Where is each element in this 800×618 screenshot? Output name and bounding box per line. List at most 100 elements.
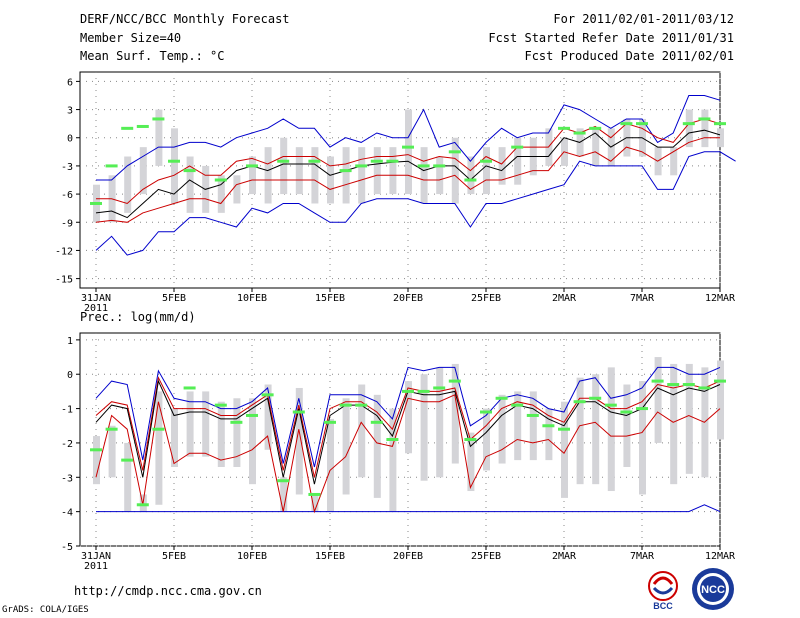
temperature-max-line bbox=[96, 95, 721, 181]
precipitation-y-tick-label: 1 bbox=[67, 336, 73, 347]
bcc-logo: BCC bbox=[648, 571, 678, 611]
precipitation-observed-marker bbox=[292, 410, 305, 414]
precipitation-spread-bar bbox=[171, 408, 178, 467]
precipitation-spread-bar bbox=[295, 387, 303, 495]
temperature-observed-marker bbox=[168, 159, 180, 163]
precipitation-spread-bar bbox=[467, 432, 475, 492]
precipitation-x-tick-label: 2011 bbox=[84, 561, 108, 572]
precipitation-spread-bar bbox=[717, 360, 724, 440]
precipitation-spread-bar bbox=[592, 374, 600, 485]
precipitation-spread-bar bbox=[498, 394, 506, 464]
temperature-x-tick-label: 15FEB bbox=[315, 293, 345, 304]
temperature-x-tick-label: 2MAR bbox=[552, 293, 577, 304]
temperature-observed-marker bbox=[464, 178, 477, 182]
precipitation-min-line bbox=[96, 504, 721, 513]
precipitation-x-tick-label: 7MAR bbox=[630, 551, 655, 562]
temperature-spread-bar bbox=[264, 147, 272, 204]
precipitation-spread-bar bbox=[654, 357, 662, 443]
precipitation-spread-bar bbox=[373, 394, 381, 498]
temperature-observed-marker bbox=[214, 178, 227, 182]
precipitation-spread-bar bbox=[186, 391, 194, 457]
temperature-observed-marker bbox=[511, 145, 524, 149]
temperature-observed-marker bbox=[573, 131, 586, 135]
precipitation-observed-marker bbox=[90, 448, 102, 452]
temperature-min-line bbox=[95, 151, 736, 256]
precipitation-spread-bar bbox=[514, 391, 522, 461]
precipitation-observed-marker bbox=[667, 383, 680, 387]
precipitation-spread-bar bbox=[249, 398, 256, 485]
temperature-y-tick-label: -3 bbox=[61, 162, 73, 173]
precipitation-observed-marker bbox=[714, 379, 726, 383]
precipitation-observed-marker bbox=[230, 420, 243, 424]
temperature-spread-bar bbox=[155, 109, 163, 166]
precipitation-observed-marker bbox=[589, 396, 602, 400]
precipitation-observed-marker bbox=[636, 407, 648, 411]
temperature-y-tick-label: -12 bbox=[55, 246, 73, 257]
precipitation-observed-marker bbox=[433, 386, 446, 390]
precipitation-max-line bbox=[95, 366, 721, 468]
temperature-observed-marker bbox=[355, 164, 368, 168]
precipitation-observed-marker bbox=[620, 410, 633, 414]
precipitation-y-tick-label: -4 bbox=[61, 508, 73, 519]
precipitation-observed-marker bbox=[152, 427, 165, 431]
precipitation-spread-bar bbox=[280, 477, 288, 512]
precipitation-spread-bar bbox=[358, 384, 366, 478]
precipitation-y-tick-label: -5 bbox=[61, 542, 73, 553]
precipitation-observed-marker bbox=[246, 413, 258, 417]
temperature-observed-marker bbox=[558, 126, 570, 130]
temperature-spread-bar bbox=[327, 156, 334, 204]
precipitation-spread-bar bbox=[202, 391, 210, 457]
temperature-observed-marker bbox=[714, 122, 726, 126]
temperature-y-tick-label: 3 bbox=[67, 106, 73, 117]
refer-date-label: Fcst Started Refer Date 2011/01/31 bbox=[488, 31, 734, 45]
temperature-spread-bar bbox=[280, 137, 288, 195]
precipitation-observed-marker bbox=[604, 403, 617, 407]
temperature-y-tick-label: -15 bbox=[55, 275, 73, 286]
temperature-median-line bbox=[95, 129, 721, 219]
temperature-observed-marker bbox=[90, 201, 102, 205]
temperature-observed-marker bbox=[480, 159, 492, 163]
precipitation-spread-bar bbox=[327, 418, 334, 512]
precipitation-observed-marker bbox=[136, 503, 149, 507]
precipitation-x-tick-label: 5FEB bbox=[162, 551, 186, 562]
precipitation-observed-marker bbox=[214, 403, 227, 407]
temperature-x-tick-label: 25FEB bbox=[471, 293, 501, 304]
temperature-spread-bar bbox=[249, 156, 256, 195]
precipitation-observed-marker bbox=[573, 400, 586, 404]
precipitation-observed-marker bbox=[526, 413, 539, 417]
precipitation-observed-marker bbox=[651, 379, 664, 383]
precipitation-spread-bar bbox=[420, 374, 428, 481]
precipitation-observed-marker bbox=[417, 389, 430, 393]
precipitation-observed-marker bbox=[121, 458, 134, 462]
temperature-x-tick-label: 31JAN bbox=[81, 293, 111, 304]
precipitation-observed-marker bbox=[355, 403, 368, 407]
precipitation-observed-marker bbox=[105, 427, 118, 431]
precipitation-spread-bar bbox=[561, 401, 568, 498]
precipitation-y-tick-label: -2 bbox=[61, 439, 73, 450]
precipitation-observed-marker bbox=[480, 410, 492, 414]
temperature-spread-bar bbox=[171, 128, 178, 204]
temperature-observed-marker bbox=[698, 117, 711, 121]
temperature-observed-marker bbox=[448, 150, 461, 154]
temperature-spread-bar bbox=[592, 128, 600, 166]
precipitation-spread-bar bbox=[108, 425, 116, 478]
precipitation-spread-bar bbox=[623, 384, 631, 467]
precipitation-observed-marker bbox=[308, 492, 321, 496]
temperature-x-tick-label: 12MAR bbox=[705, 293, 736, 304]
precipitation-y-tick-label: -1 bbox=[61, 405, 73, 416]
temperature-observed-marker bbox=[246, 164, 258, 168]
ncc-logo: NCC bbox=[692, 568, 734, 610]
precipitation-observed-marker bbox=[464, 438, 477, 441]
temperature-spread-bar bbox=[467, 156, 475, 195]
produced-date-label: Fcst Produced Date 2011/02/01 bbox=[524, 49, 734, 63]
temperature-spread-bar bbox=[685, 109, 693, 148]
precipitation-spread-bar bbox=[217, 401, 225, 467]
temperature-y-tick-label: 0 bbox=[67, 134, 73, 145]
precipitation-observed-marker bbox=[682, 383, 695, 387]
precipitation-spread-bar bbox=[264, 384, 272, 450]
temperature-x-tick-label: 7MAR bbox=[630, 293, 655, 304]
precipitation-spread-bar bbox=[670, 363, 678, 485]
temperature-observed-marker bbox=[105, 164, 118, 168]
source-url[interactable]: http://cmdp.ncc.cma.gov.cn bbox=[74, 584, 262, 598]
temperature-spread-bar bbox=[436, 156, 444, 195]
